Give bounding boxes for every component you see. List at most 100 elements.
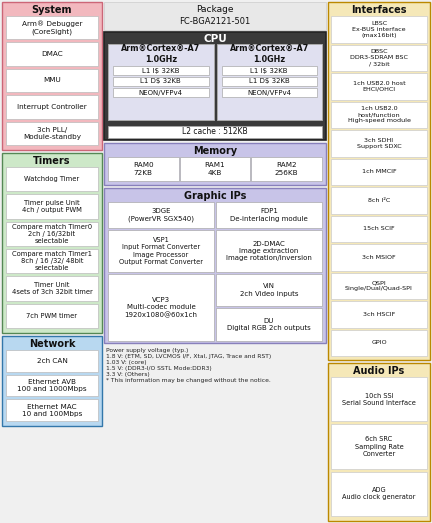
Bar bbox=[6, 195, 98, 219]
Text: 3ch PLL/
Module-standby: 3ch PLL/ Module-standby bbox=[23, 127, 81, 140]
Text: Ethernet AVB
100 and 1000Mbps: Ethernet AVB 100 and 1000Mbps bbox=[17, 379, 87, 392]
Text: Package: Package bbox=[196, 6, 234, 15]
Text: System: System bbox=[32, 5, 72, 15]
Text: Timer pulse Unit
4ch / output PWM: Timer pulse Unit 4ch / output PWM bbox=[22, 200, 82, 213]
Bar bbox=[6, 42, 98, 66]
Bar bbox=[6, 276, 98, 301]
Bar bbox=[331, 187, 427, 213]
Bar bbox=[113, 77, 209, 86]
Text: Timer Unit
4sets of 3ch 32bit timer: Timer Unit 4sets of 3ch 32bit timer bbox=[12, 282, 92, 295]
Bar bbox=[222, 66, 317, 75]
Bar bbox=[331, 215, 427, 242]
Bar bbox=[108, 157, 179, 181]
Bar bbox=[331, 377, 427, 422]
Text: ADG
Audio clock generator: ADG Audio clock generator bbox=[342, 487, 416, 501]
Text: Watchdog Timer: Watchdog Timer bbox=[24, 176, 79, 182]
Bar bbox=[6, 16, 98, 39]
Text: 3DGE
(PowerVR SGX540): 3DGE (PowerVR SGX540) bbox=[128, 208, 194, 222]
Text: DBSC
DDR3-SDRAM BSC
/ 32bit: DBSC DDR3-SDRAM BSC / 32bit bbox=[350, 49, 408, 66]
Bar bbox=[108, 126, 322, 138]
Text: 3ch MSIOF: 3ch MSIOF bbox=[362, 255, 396, 260]
Text: VSP1
Input Format Converter
Image Processor
Output Format Converter: VSP1 Input Format Converter Image Proces… bbox=[119, 237, 203, 265]
Text: RAM2
256KB: RAM2 256KB bbox=[275, 162, 299, 176]
Bar bbox=[222, 77, 317, 86]
Text: LBSC
Ex-BUS interface
(max16bit): LBSC Ex-BUS interface (max16bit) bbox=[352, 21, 406, 38]
Bar bbox=[6, 122, 98, 145]
Bar bbox=[6, 400, 98, 421]
Text: 2ch CAN: 2ch CAN bbox=[37, 358, 67, 364]
Text: FC-BGA2121-501: FC-BGA2121-501 bbox=[179, 17, 251, 26]
Bar bbox=[331, 424, 427, 469]
Text: Power supply voltage (typ.)
1.8 V: (ETM, SD, LVCMOS I/F, Xtal, JTAG, Trace and R: Power supply voltage (typ.) 1.8 V: (ETM,… bbox=[106, 348, 271, 383]
Text: Arm® Debugger
(CoreSight): Arm® Debugger (CoreSight) bbox=[22, 20, 82, 35]
Text: Timers: Timers bbox=[33, 156, 71, 166]
Bar bbox=[2, 153, 102, 333]
Text: 3ch HSCIF: 3ch HSCIF bbox=[363, 312, 395, 317]
Text: Compare match Timer0
2ch / 16/32bit
selectable: Compare match Timer0 2ch / 16/32bit sele… bbox=[12, 224, 92, 244]
Bar bbox=[6, 374, 98, 396]
Text: Interfaces: Interfaces bbox=[351, 5, 407, 15]
Text: 6ch SRC
Sampling Rate
Converter: 6ch SRC Sampling Rate Converter bbox=[355, 436, 403, 457]
Bar bbox=[331, 272, 427, 299]
Text: L1 I$ 32KB: L1 I$ 32KB bbox=[251, 67, 288, 74]
Text: L1 D$ 32KB: L1 D$ 32KB bbox=[140, 78, 181, 85]
Text: VCP3
Multi-codec module
1920x1080@60x1ch: VCP3 Multi-codec module 1920x1080@60x1ch bbox=[124, 297, 197, 318]
Text: L2 cache : 512KB: L2 cache : 512KB bbox=[182, 128, 248, 137]
Text: Network: Network bbox=[29, 339, 75, 349]
Bar bbox=[331, 244, 427, 270]
Bar bbox=[6, 249, 98, 274]
Bar bbox=[331, 16, 427, 42]
Text: L1 D$ 32KB: L1 D$ 32KB bbox=[249, 78, 289, 85]
Bar bbox=[331, 329, 427, 356]
Bar bbox=[331, 101, 427, 128]
Text: Compare match Timer1
8ch / 16 /32/ 48bit
selectable: Compare match Timer1 8ch / 16 /32/ 48bit… bbox=[12, 251, 92, 271]
Bar bbox=[216, 202, 322, 228]
Text: Audio IPs: Audio IPs bbox=[353, 366, 405, 376]
Text: 1ch USB2.0 host
EHCI/OHCI: 1ch USB2.0 host EHCI/OHCI bbox=[353, 81, 405, 92]
Bar bbox=[331, 158, 427, 185]
Bar bbox=[104, 188, 326, 343]
Bar bbox=[331, 73, 427, 99]
Bar bbox=[216, 44, 322, 120]
Bar bbox=[104, 2, 326, 30]
Text: 8ch I²C: 8ch I²C bbox=[368, 198, 390, 203]
Bar bbox=[6, 304, 98, 328]
Bar bbox=[2, 2, 102, 150]
Text: Graphic IPs: Graphic IPs bbox=[184, 191, 246, 201]
Text: VIN
2ch Video inputs: VIN 2ch Video inputs bbox=[240, 283, 298, 297]
Bar bbox=[216, 274, 322, 306]
Bar bbox=[104, 143, 326, 185]
Text: CPU: CPU bbox=[203, 34, 227, 44]
Bar bbox=[222, 88, 317, 97]
Bar bbox=[113, 88, 209, 97]
Text: Memory: Memory bbox=[193, 146, 237, 156]
Text: 2D-DMAC
Image extraction
Image rotation/inversion: 2D-DMAC Image extraction Image rotation/… bbox=[226, 241, 312, 262]
Bar bbox=[113, 66, 209, 75]
Text: NEON/VFPv4: NEON/VFPv4 bbox=[247, 89, 291, 96]
Text: Arm®Cortex®-A7
1.0GHz: Arm®Cortex®-A7 1.0GHz bbox=[230, 44, 309, 64]
Bar bbox=[331, 301, 427, 327]
Bar bbox=[108, 274, 214, 341]
Text: NEON/VFPv4: NEON/VFPv4 bbox=[139, 89, 183, 96]
Bar bbox=[180, 157, 250, 181]
Bar bbox=[104, 32, 326, 140]
Bar bbox=[6, 69, 98, 92]
Bar bbox=[108, 230, 214, 272]
Text: DMAC: DMAC bbox=[41, 51, 63, 57]
Bar bbox=[6, 167, 98, 191]
Bar bbox=[108, 202, 214, 228]
Text: MMU: MMU bbox=[43, 77, 61, 84]
Bar bbox=[6, 222, 98, 246]
Text: RAM0
72KB: RAM0 72KB bbox=[133, 162, 154, 176]
Text: Interrupt Controller: Interrupt Controller bbox=[17, 104, 87, 110]
Text: Arm®Cortex®-A7
1.0GHz: Arm®Cortex®-A7 1.0GHz bbox=[121, 44, 200, 64]
Text: 15ch SCIF: 15ch SCIF bbox=[363, 226, 395, 231]
Bar bbox=[328, 363, 430, 521]
Text: 7ch PWM timer: 7ch PWM timer bbox=[26, 313, 78, 319]
Bar bbox=[6, 350, 98, 372]
Bar bbox=[108, 44, 213, 120]
Text: DU
Digital RGB 2ch outputs: DU Digital RGB 2ch outputs bbox=[227, 318, 311, 331]
Bar bbox=[216, 230, 322, 272]
Bar bbox=[331, 472, 427, 516]
Bar bbox=[251, 157, 322, 181]
